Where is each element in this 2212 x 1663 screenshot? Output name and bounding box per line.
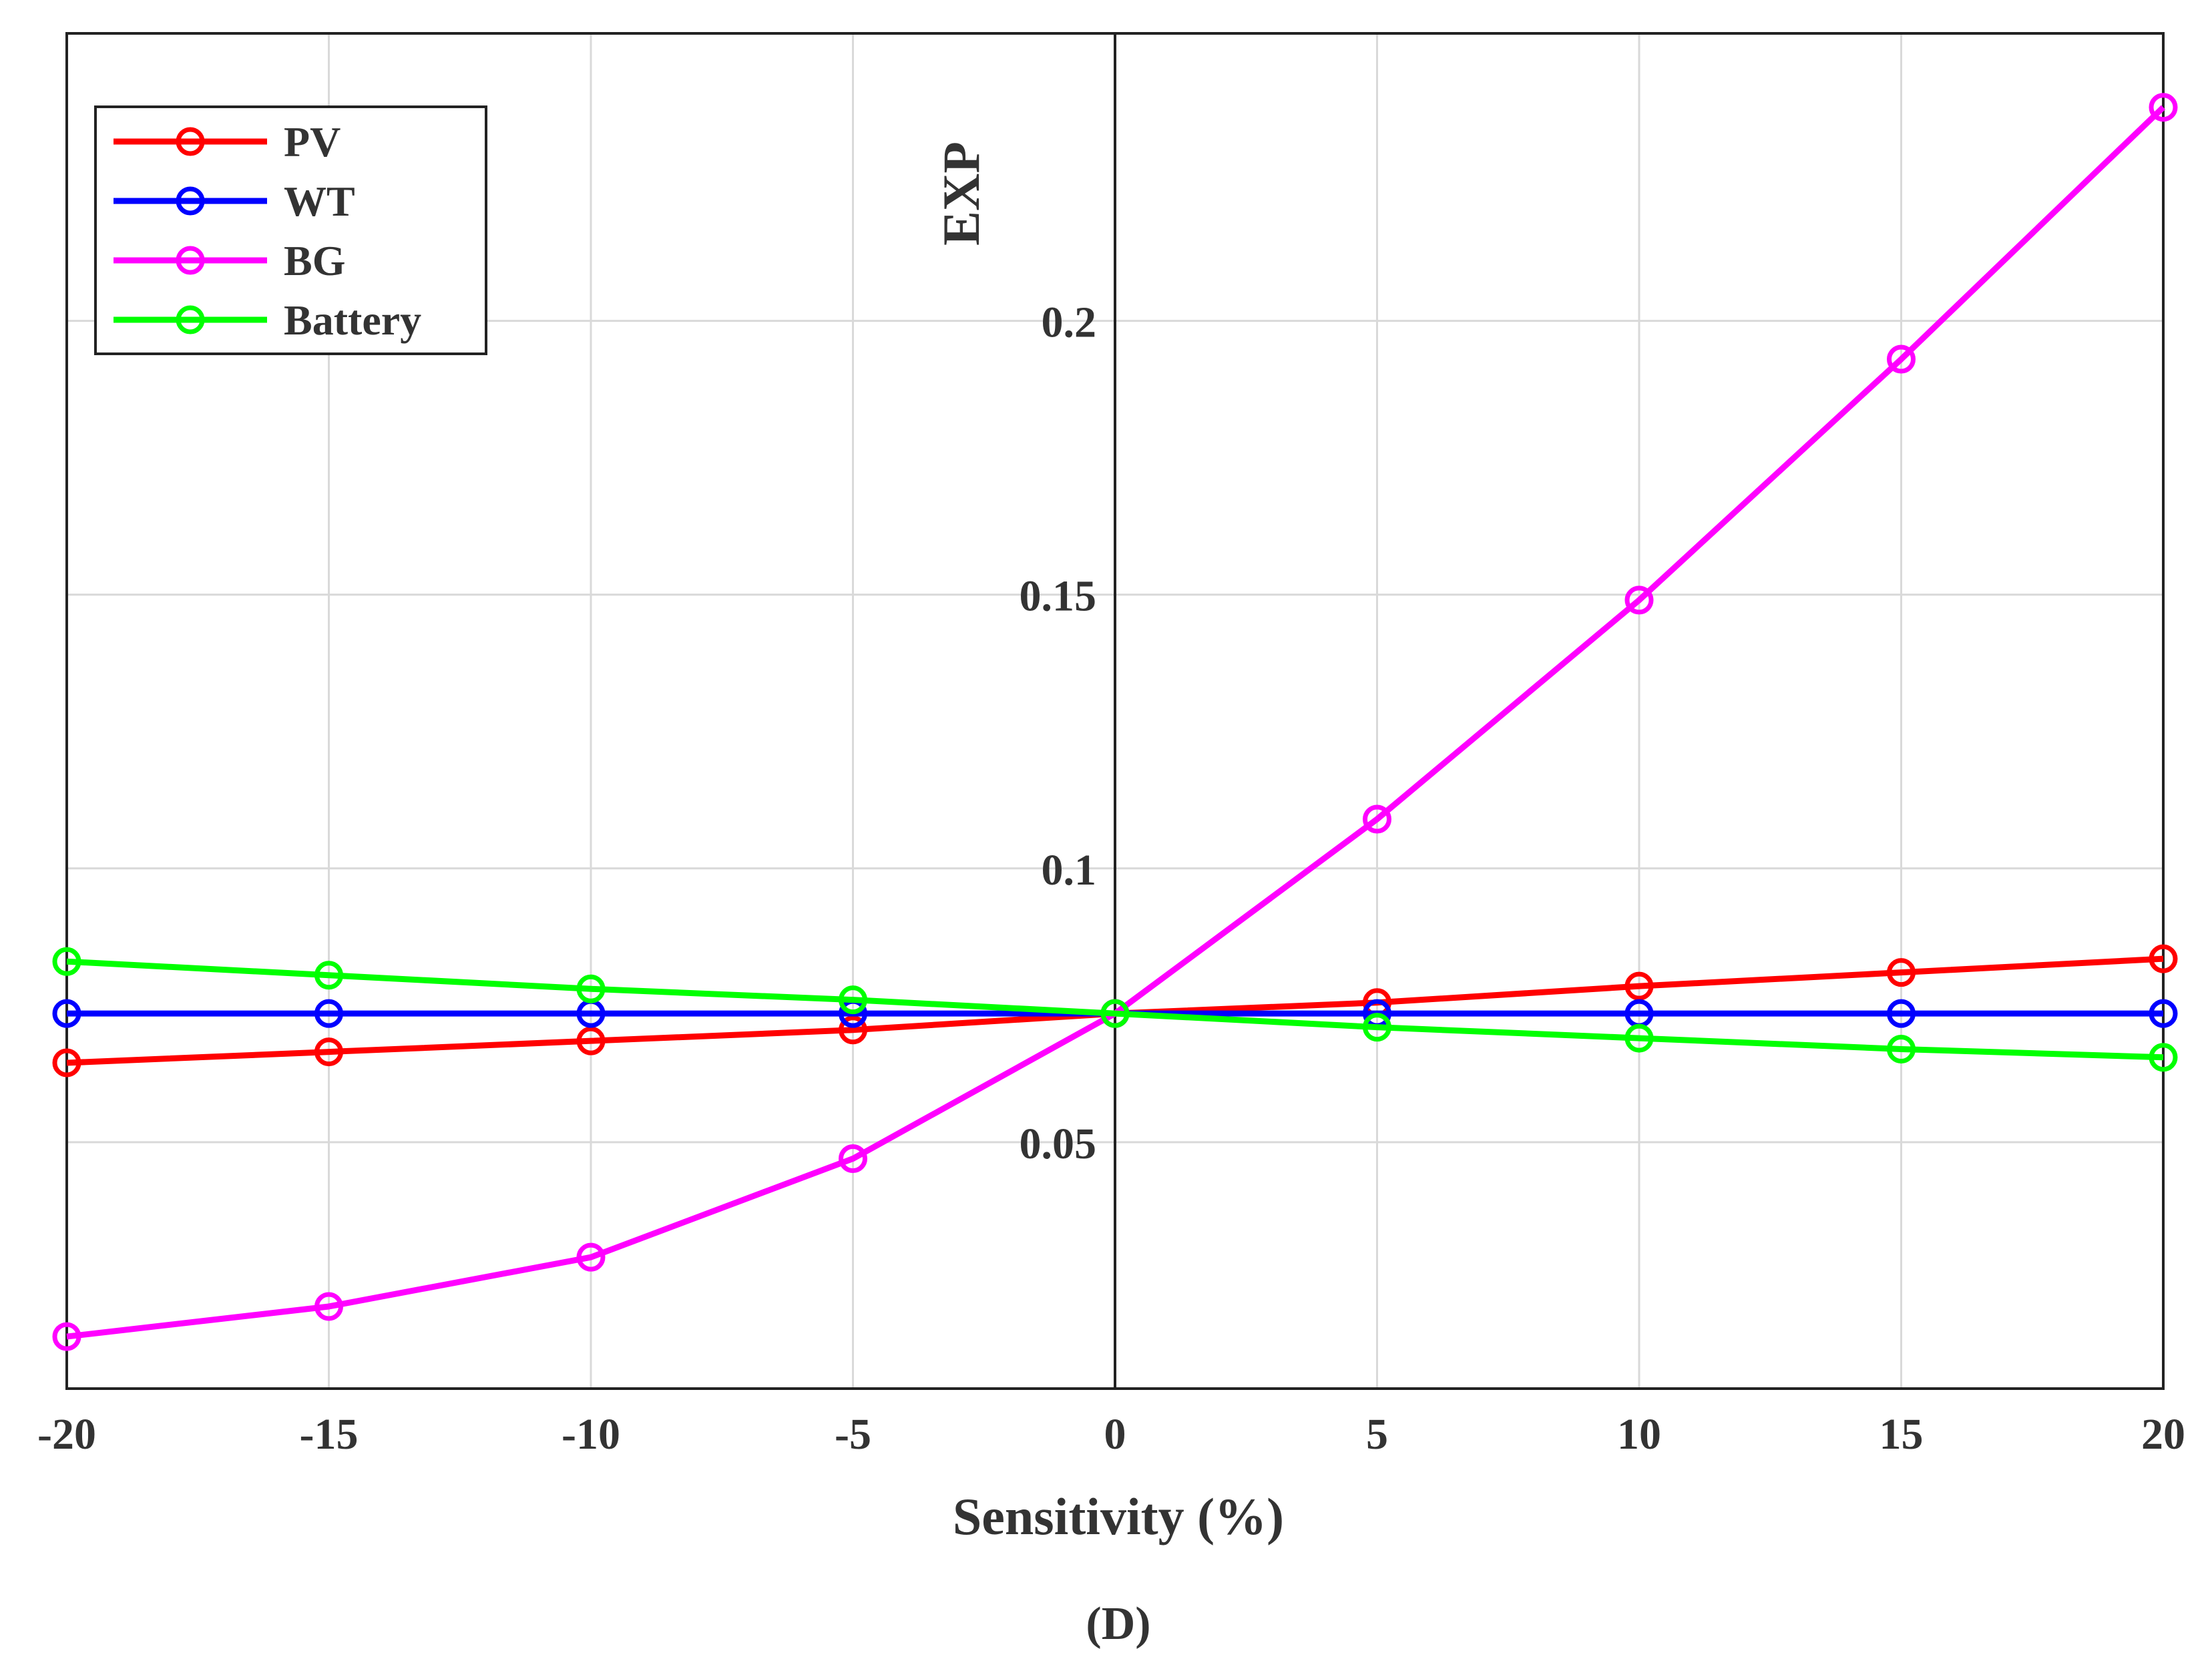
- data-point-pv: [314, 1037, 343, 1067]
- y-tick-label: 0.15: [1020, 572, 1097, 621]
- data-point-pv: [1624, 971, 1654, 1001]
- data-point-battery: [839, 985, 867, 1015]
- data-point-bg: [1887, 344, 1916, 374]
- data-point-bg: [1363, 804, 1391, 834]
- legend-box: [94, 105, 487, 355]
- legend-item-pv: PV: [114, 118, 341, 166]
- y-axis-title: EXP: [932, 142, 990, 246]
- legend-marker-wt: [176, 186, 205, 216]
- legend-marker-bg: [176, 246, 205, 275]
- data-point-pv: [52, 1048, 81, 1078]
- data-point-wt: [2149, 999, 2178, 1028]
- data-point-battery: [576, 974, 606, 1003]
- data-point-battery: [1624, 1023, 1654, 1053]
- legend-marker-pv: [176, 127, 205, 156]
- x-tick-label: 5: [1366, 1410, 1388, 1459]
- data-point-battery: [2149, 1043, 2178, 1072]
- data-point-pv: [839, 1015, 867, 1045]
- data-point-battery: [52, 947, 81, 976]
- series-line-battery: [66, 958, 2164, 1061]
- panel-label: (D): [1086, 1598, 1150, 1650]
- legend: PV WT BG Battery: [94, 105, 487, 355]
- data-point-pv: [2149, 944, 2178, 973]
- series-battery: [52, 947, 2178, 1072]
- plot-frame: [65, 32, 2165, 1390]
- series-layer: [52, 93, 2178, 1351]
- legend-label-battery: Battery: [284, 296, 421, 344]
- legend-label-bg: BG: [284, 237, 345, 284]
- data-point-bg: [52, 1322, 81, 1351]
- data-point-battery: [1363, 1013, 1391, 1042]
- data-point-battery: [1887, 1034, 1916, 1063]
- x-tick-label: -5: [835, 1410, 871, 1459]
- x-tick-label: 15: [1879, 1410, 1924, 1459]
- data-point-wt: [1887, 999, 1916, 1028]
- data-point-battery: [314, 961, 343, 990]
- data-point-bg: [576, 1242, 606, 1272]
- data-point-bg: [839, 1144, 867, 1174]
- data-point-bg: [1624, 585, 1654, 615]
- y-tick-label: 0.05: [1020, 1120, 1097, 1168]
- x-axis-title: Sensitivity (%): [953, 1487, 1284, 1546]
- legend-label-pv: PV: [284, 118, 341, 166]
- x-tick-label: -15: [300, 1410, 359, 1459]
- x-tick-label: 0: [1104, 1410, 1126, 1459]
- legend-marker-battery: [176, 305, 205, 334]
- legend-label-wt: WT: [284, 178, 355, 225]
- legend-item-bg: BG: [114, 237, 345, 284]
- x-tick-label: -10: [562, 1410, 620, 1459]
- data-point-bg: [314, 1292, 343, 1321]
- x-tick-labels: -20 -15 -10 -5 0 5 10 15 20: [37, 1410, 2185, 1459]
- x-tick-label: 20: [2141, 1410, 2185, 1459]
- legend-item-wt: WT: [114, 178, 355, 225]
- y-tick-label: 0.1: [1042, 846, 1097, 895]
- y-tick-label: 0.2: [1042, 298, 1097, 347]
- data-point-wt: [314, 999, 343, 1028]
- data-point-wt: [52, 999, 81, 1028]
- data-point-pv: [576, 1026, 606, 1055]
- data-point-battery: [1100, 999, 1130, 1028]
- x-tick-label: -20: [37, 1410, 96, 1459]
- x-tick-label: 10: [1617, 1410, 1661, 1459]
- y-tick-labels: 0.05 0.1 0.15 0.2: [1020, 298, 1097, 1168]
- data-point-pv: [1887, 958, 1916, 987]
- data-point-bg: [2149, 93, 2178, 122]
- legend-item-battery: Battery: [114, 296, 421, 344]
